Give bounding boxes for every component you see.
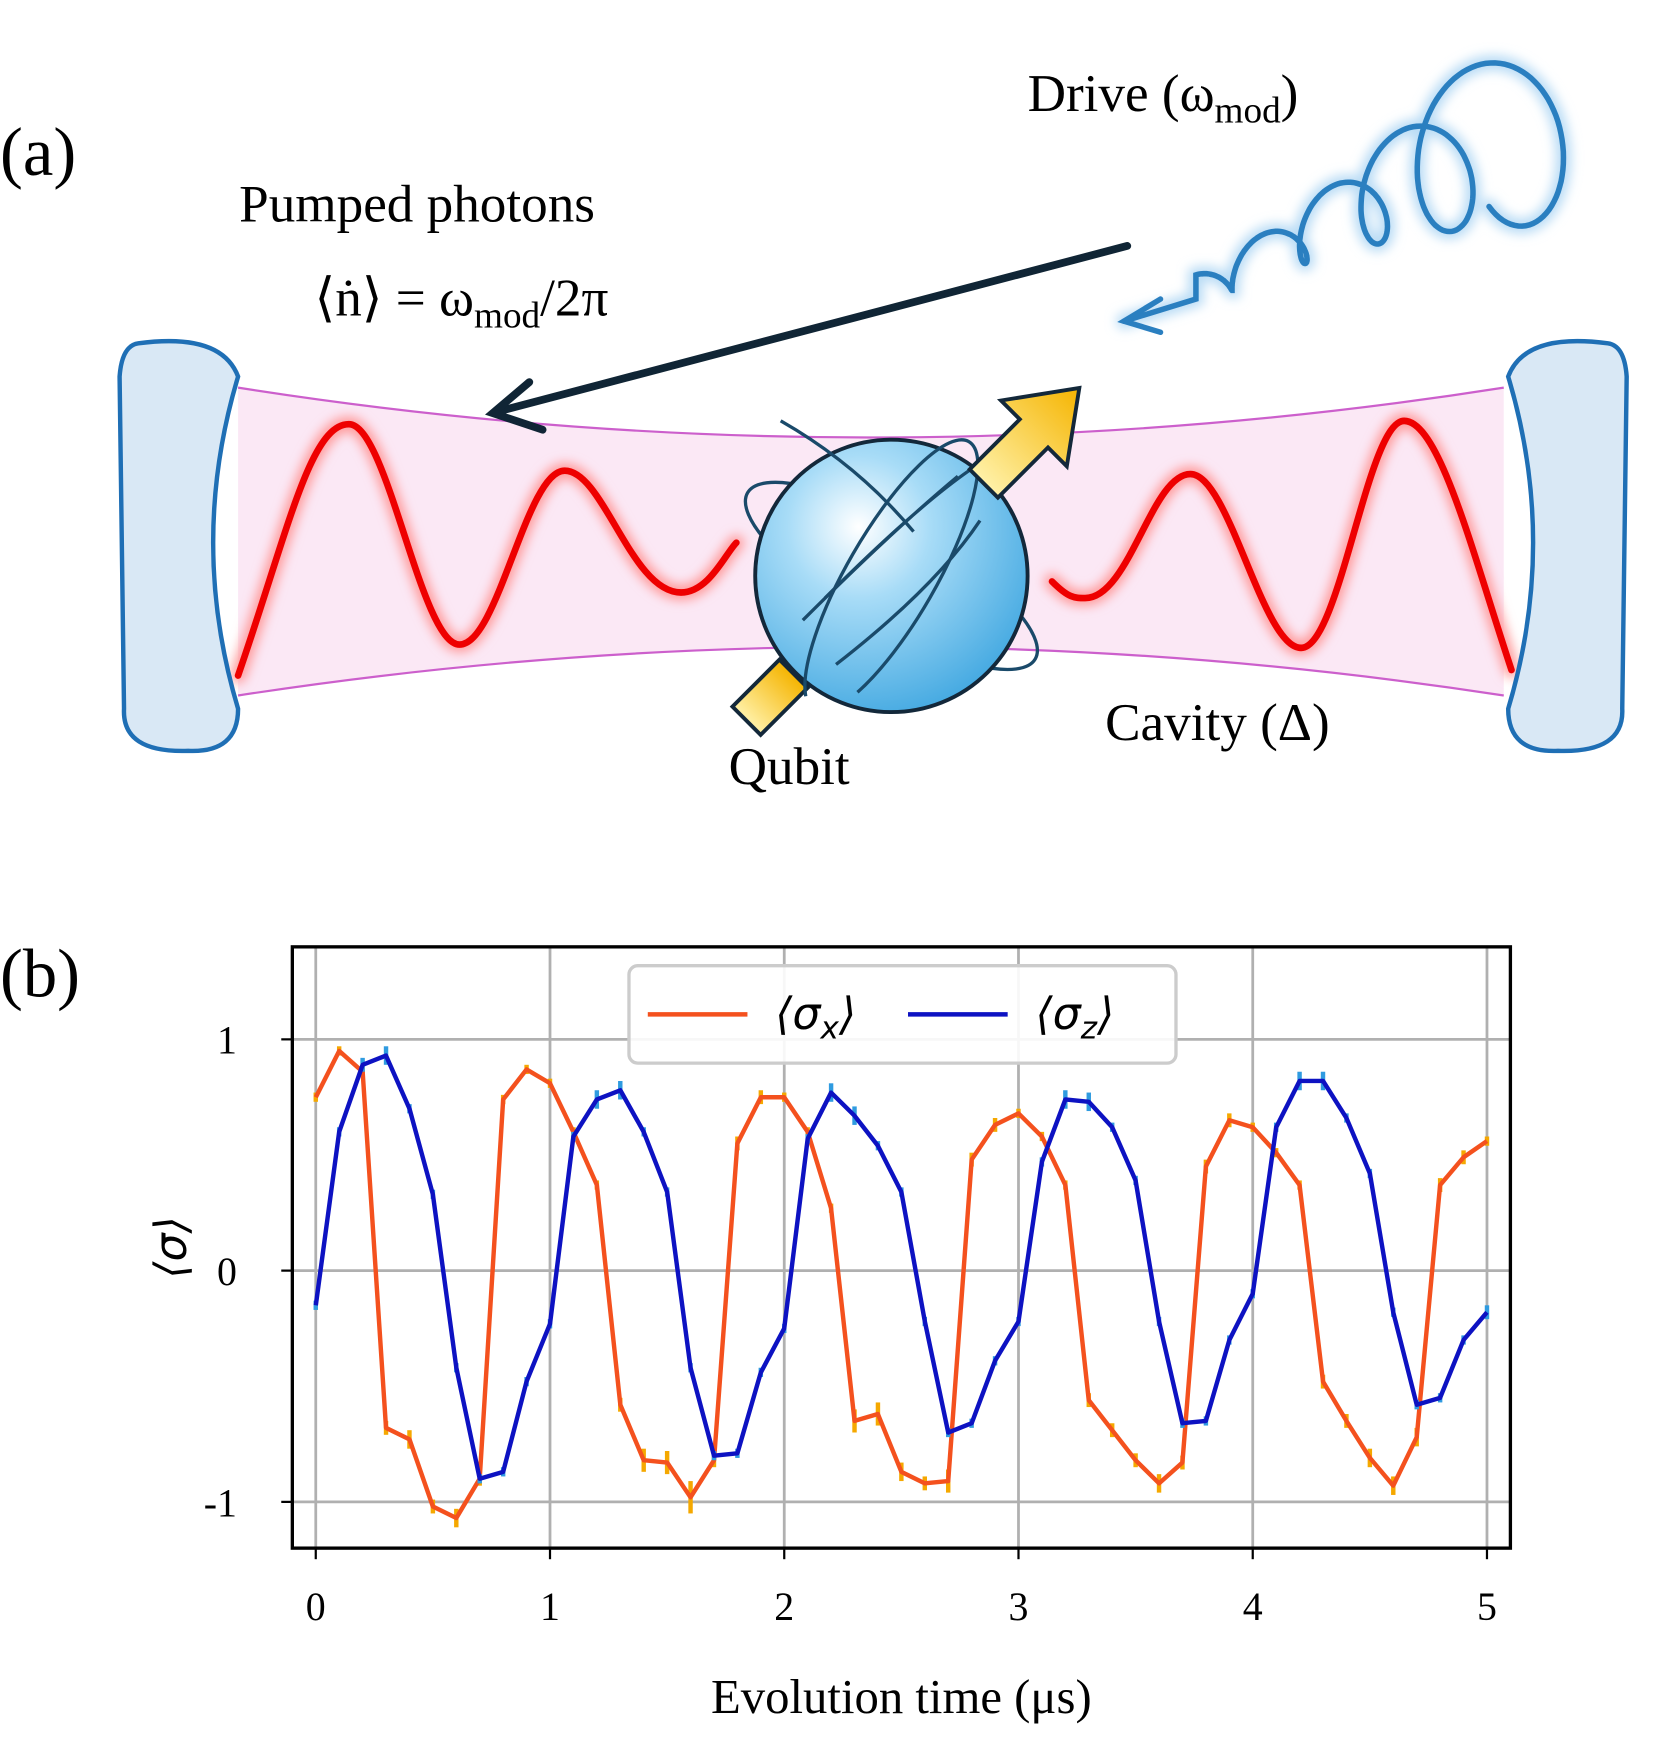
- y-tick-label: -1: [204, 1480, 237, 1525]
- x-tick-label: 0: [306, 1584, 326, 1629]
- y-axis-label: ⟨σ⟩: [146, 1216, 197, 1279]
- drive-wave: [1116, 55, 1572, 336]
- series-line: [313, 1048, 1489, 1521]
- chart: -1 0 1 0 1 2 3 4 5 ⟨σx​⟩ ⟨σz​⟩ Evolution time (μs) ⟨…: [146, 945, 1513, 1724]
- cavity-field: [230, 413, 1520, 684]
- legend-label: ⟨σx​⟩: [775, 989, 856, 1047]
- x-tick-label: 1: [540, 1584, 560, 1629]
- y-tick-label: 0: [217, 1249, 237, 1294]
- x-tick-label: 4: [1243, 1584, 1263, 1629]
- cavity-diagram: [117, 55, 1629, 754]
- qubit: [729, 385, 1082, 738]
- legend: ⟨σx​⟩ ⟨σz​⟩: [627, 964, 1178, 1065]
- pump-arrow: [485, 242, 1132, 434]
- pumped-label: Pumped photons: [239, 176, 595, 234]
- mirror-right: [1505, 338, 1629, 754]
- mirror-left: [117, 338, 241, 754]
- pumped-rate: ⟨ṅ⟩ = ωmod​/2π: [314, 270, 608, 337]
- legend-label: ⟨σz​⟩: [1035, 989, 1114, 1047]
- series-line: [313, 1053, 1489, 1481]
- x-tick-label: 5: [1477, 1584, 1497, 1629]
- y-tick-label: 1: [217, 1018, 237, 1063]
- panel-label: (a): [0, 114, 76, 190]
- x-tick-label: 2: [774, 1584, 794, 1629]
- plot-frame: [290, 945, 1513, 1550]
- cavity-label: Cavity (Δ): [1105, 694, 1330, 752]
- beam-edge: [237, 386, 1504, 439]
- drive-label: Drive (ωmod​): [1028, 65, 1299, 132]
- legend-box: [627, 964, 1178, 1065]
- qubit-label: Qubit: [729, 738, 850, 796]
- x-tick-label: 3: [1009, 1584, 1029, 1629]
- panel-label: (b): [0, 936, 80, 1012]
- x-axis-label: Evolution time (μs): [711, 1670, 1092, 1724]
